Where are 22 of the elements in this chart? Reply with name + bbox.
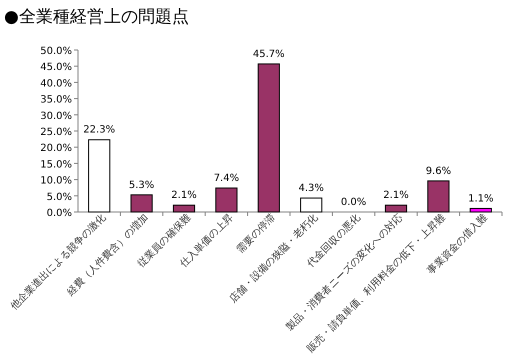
y-tick-label: 50.0%: [40, 46, 72, 57]
data-label: 2.1%: [171, 190, 197, 202]
data-label: 1.1%: [468, 193, 494, 204]
data-label: 2.1%: [383, 190, 409, 202]
y-tick-label: 10.0%: [40, 176, 72, 187]
data-label: 7.4%: [214, 173, 240, 184]
y-tick-label: 45.0%: [40, 62, 72, 74]
y-tick-label: 35.0%: [40, 94, 72, 106]
y-tick-label: 25.0%: [40, 127, 72, 138]
data-label: 5.3%: [128, 180, 154, 191]
data-label: 0.0%: [340, 197, 366, 208]
y-tick-label: 0.0%: [46, 208, 72, 219]
y-tick-label: 15.0%: [40, 159, 72, 170]
y-tick-label: 30.0%: [40, 110, 72, 122]
title: ●全業種経営上の問題点: [4, 7, 189, 27]
y-tick-label: 5.0%: [46, 192, 72, 203]
y-tick-label: 40.0%: [40, 78, 72, 90]
data-label: 4.3%: [298, 183, 324, 194]
data-label: 9.6%: [426, 166, 452, 177]
data-label: 22.3%: [83, 124, 116, 136]
y-tick-label: 20.0%: [40, 143, 72, 154]
data-label: 45.7%: [252, 48, 285, 60]
